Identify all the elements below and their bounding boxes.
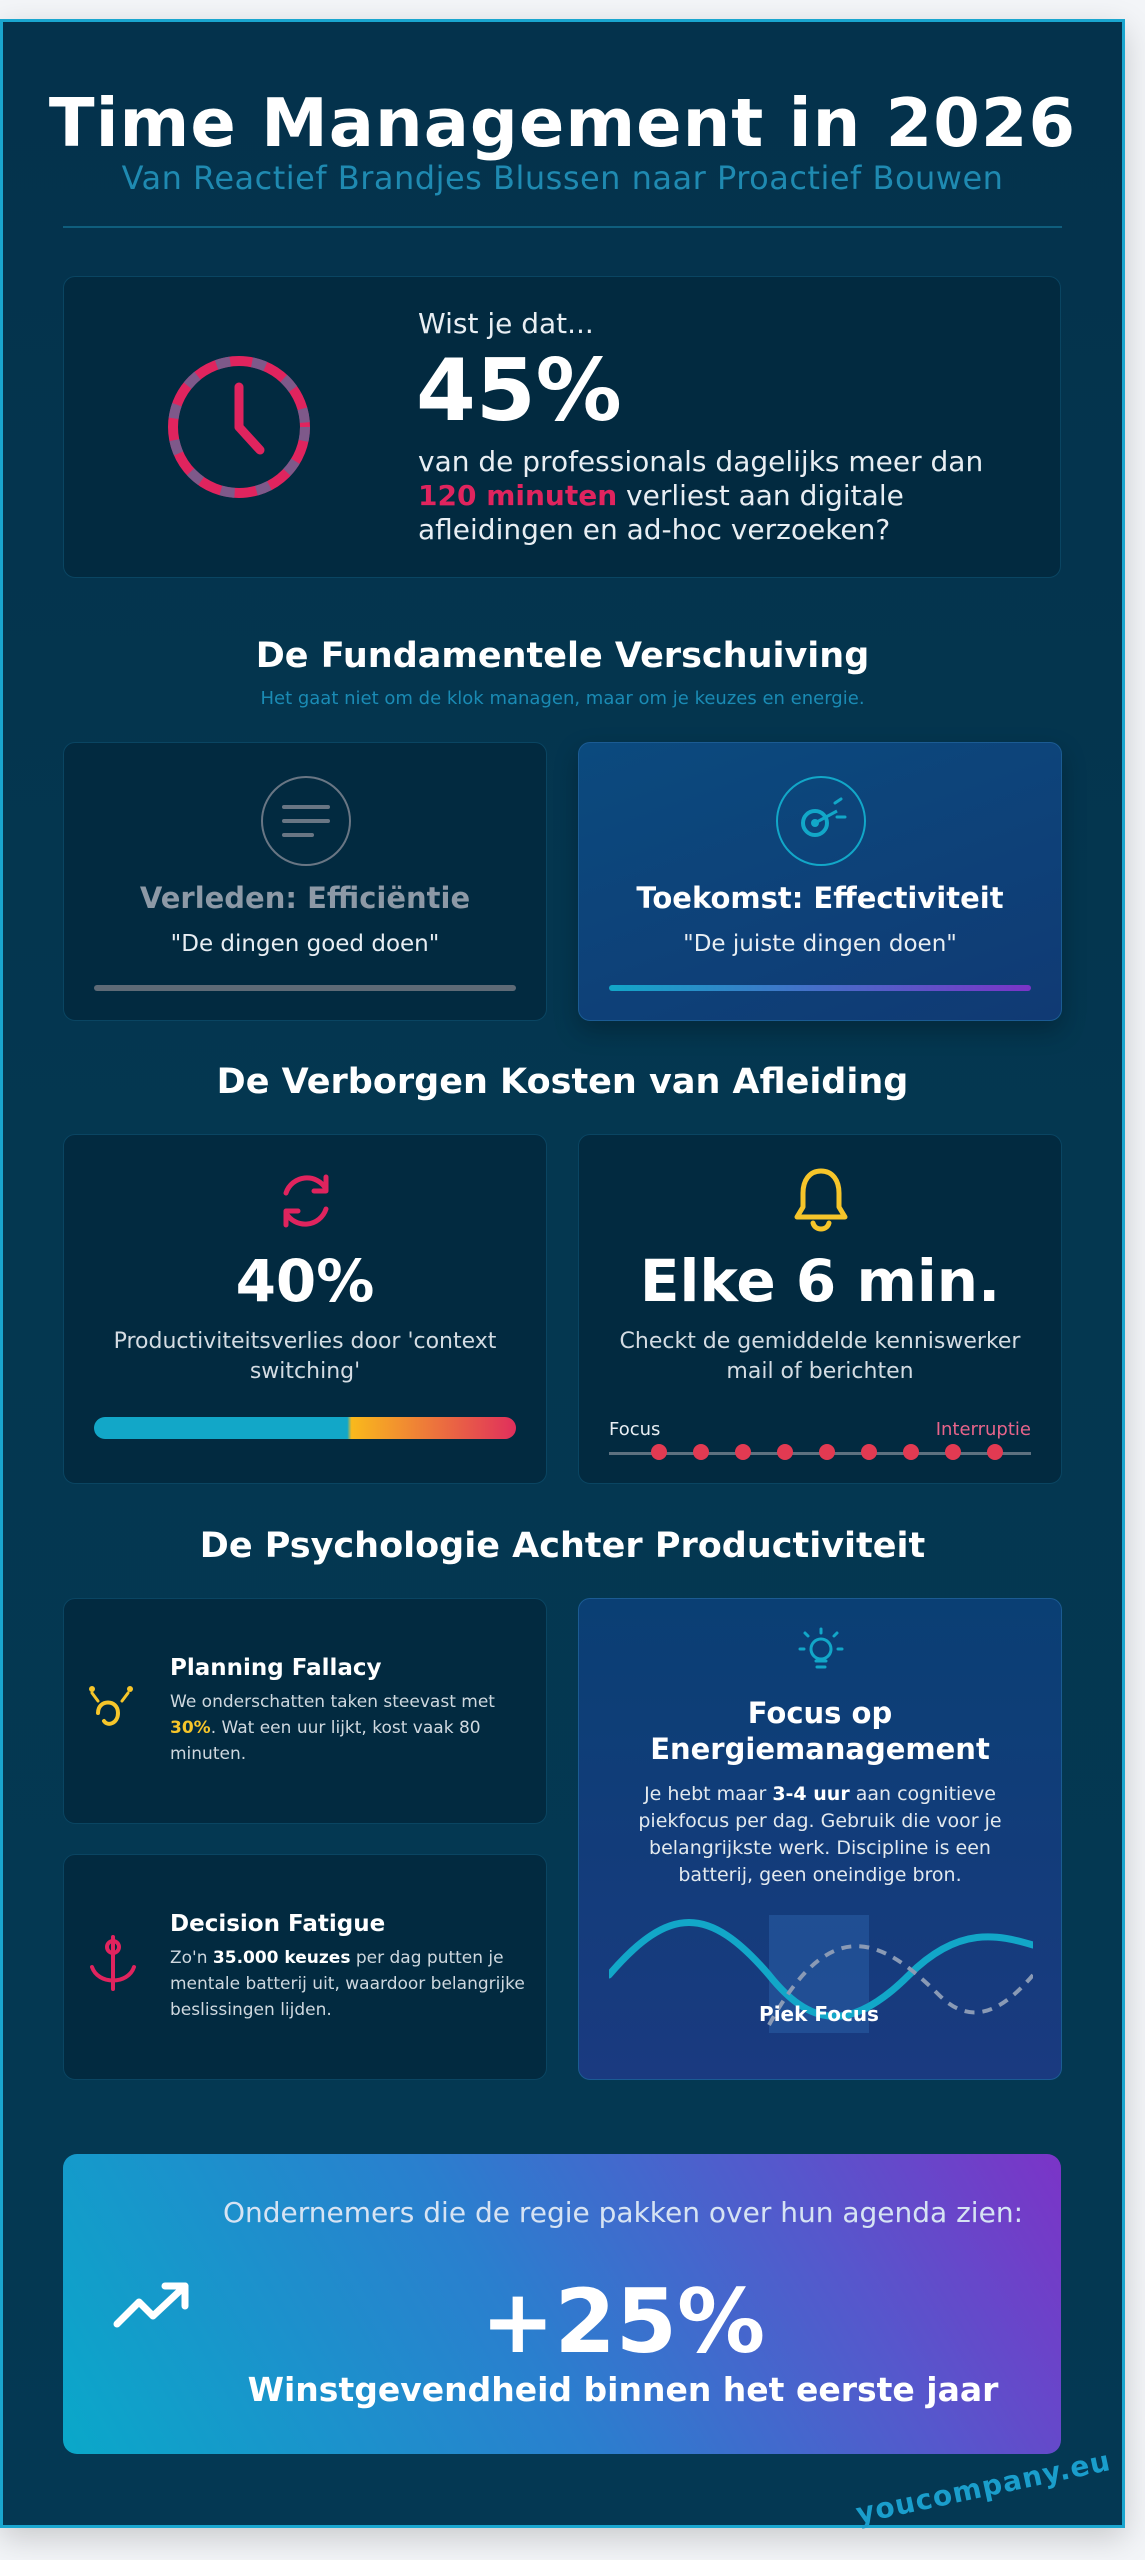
distraction-wave	[767, 1944, 1033, 2026]
lightbulb-icon	[798, 1627, 844, 1669]
divider	[63, 226, 1062, 228]
past-quote: "De dingen goed doen"	[170, 931, 440, 957]
planning-text: We onderschatten taken steevast met 30%.…	[170, 1689, 530, 1767]
focus-text-part1: Je hebt maar	[644, 1783, 773, 1805]
section-subtitle-shift: Het gaat niet om de klok managen, maar o…	[260, 688, 865, 709]
energy-wave	[609, 1919, 1033, 2020]
interruption-dot	[945, 1444, 961, 1460]
switching-text: Productiviteitsverlies door 'context swi…	[113, 1329, 497, 1384]
decision-highlight: 35.000 keuzes	[212, 1948, 351, 1968]
peak-focus-label: Piek Focus	[759, 2002, 879, 2026]
banner-value: +25%	[480, 2270, 766, 2373]
checking-text: Checkt de gemiddelde kenniswerker mail o…	[619, 1329, 1021, 1384]
stat-text-part1: van de professionals dagelijks meer dan	[418, 445, 984, 478]
decision-fatigue-card: Decision Fatigue Zo'n 35.000 keuzes per …	[63, 1854, 547, 2080]
interruption-dot	[903, 1444, 919, 1460]
switching-value: 40%	[235, 1247, 375, 1315]
juggling-icon	[89, 1686, 133, 1726]
future-heading: Toekomst: Effectiviteit	[636, 881, 1004, 915]
interruption-dot	[987, 1444, 1003, 1460]
focus-text-part2: aan cognitieve piekfocus per dag. Gebrui…	[638, 1783, 1002, 1886]
past-bar	[94, 985, 516, 991]
bell-icon	[794, 1168, 848, 1232]
clock-icon	[168, 356, 310, 498]
decision-text: Zo'n 35.000 keuzes per dag putten je men…	[170, 1945, 530, 2023]
stat-lead: Wist je dat...	[418, 307, 594, 340]
energy-wave-chart: Piek Focus	[609, 1915, 1033, 2033]
planning-fallacy-card: Planning Fallacy We onderschatten taken …	[63, 1598, 547, 1824]
banner-subtitle: Winstgevendheid binnen het eerste jaar	[247, 2370, 999, 2409]
focus-heading: Focus op Energiemanagement	[650, 1696, 990, 1766]
decision-text-part2: per dag putten je mentale batterij uit, …	[170, 1948, 525, 2020]
focus-text: Je hebt maar 3-4 uur aan cognitieve piek…	[609, 1781, 1031, 1889]
future-card: Toekomst: Effectiviteit "De juiste dinge…	[578, 742, 1062, 1021]
stat-value: 45%	[416, 341, 622, 441]
future-quote: "De juiste dingen doen"	[683, 931, 957, 957]
infographic-poster: Time Management in 2026 Van Reactief Bra…	[0, 19, 1125, 2531]
planning-text-part2: . Wat een uur lijkt, kost vaak 80 minute…	[170, 1718, 481, 1764]
past-card: Verleden: Efficiëntie "De dingen goed do…	[63, 742, 547, 1021]
planning-highlight: 30%	[170, 1718, 211, 1738]
timeline-label-focus: Focus	[609, 1419, 661, 1440]
stat-description: van de professionals dagelijks meer dan …	[418, 445, 1018, 547]
interruption-dot	[777, 1444, 793, 1460]
page-title: Time Management in 2026	[48, 84, 1077, 162]
section-title-costs: De Verborgen Kosten van Afleiding	[216, 1062, 909, 1102]
checking-card: Elke 6 min. Checkt de gemiddelde kennisw…	[578, 1134, 1062, 1484]
result-banner: Ondernemers die de regie pakken over hun…	[63, 2154, 1061, 2454]
section-title-shift: De Fundamentele Verschuiving	[255, 636, 870, 676]
fork-icon	[90, 1935, 136, 1991]
context-switching-card: 40% Productiviteitsverlies door 'context…	[63, 1134, 547, 1484]
stat-highlight: 120 minuten	[418, 479, 618, 512]
watermark: youcompany.eu	[853, 2444, 1114, 2531]
planning-text-part1: We onderschatten taken steevast met	[170, 1692, 495, 1712]
interruption-dot	[819, 1444, 835, 1460]
timeline-labels: Focus Interruptie	[609, 1419, 1031, 1441]
target-icon	[776, 776, 866, 866]
future-bar	[609, 985, 1031, 991]
decision-heading: Decision Fatigue	[170, 1911, 386, 1937]
page-subtitle: Van Reactief Brandjes Blussen naar Proac…	[121, 159, 1004, 197]
interruption-dot	[861, 1444, 877, 1460]
past-heading: Verleden: Efficiëntie	[139, 881, 471, 915]
stat-text-part2: verliest aan digitale afleidingen en ad-…	[418, 479, 904, 546]
list-icon	[261, 776, 351, 866]
refresh-icon	[283, 1174, 329, 1228]
planning-heading: Planning Fallacy	[170, 1655, 382, 1681]
decision-text-part1: Zo'n	[170, 1948, 213, 1968]
stat-card: Wist je dat... 45% van de professionals …	[63, 276, 1061, 578]
checking-value: Elke 6 min.	[639, 1247, 1001, 1315]
focus-energy-card: Focus op Energiemanagement Je hebt maar …	[578, 1598, 1062, 2080]
focus-highlight: 3-4 uur	[772, 1783, 850, 1805]
interruption-dot	[651, 1444, 667, 1460]
interruption-dot	[735, 1444, 751, 1460]
timeline-label-interruption: Interruptie	[935, 1419, 1031, 1440]
switching-bar	[94, 1417, 516, 1439]
interruption-dot	[693, 1444, 709, 1460]
section-title-psychology: De Psychologie Achter Productiviteit	[199, 1526, 926, 1566]
banner-lead: Ondernemers die de regie pakken over hun…	[223, 2196, 1023, 2229]
trend-up-icon	[113, 2282, 189, 2328]
